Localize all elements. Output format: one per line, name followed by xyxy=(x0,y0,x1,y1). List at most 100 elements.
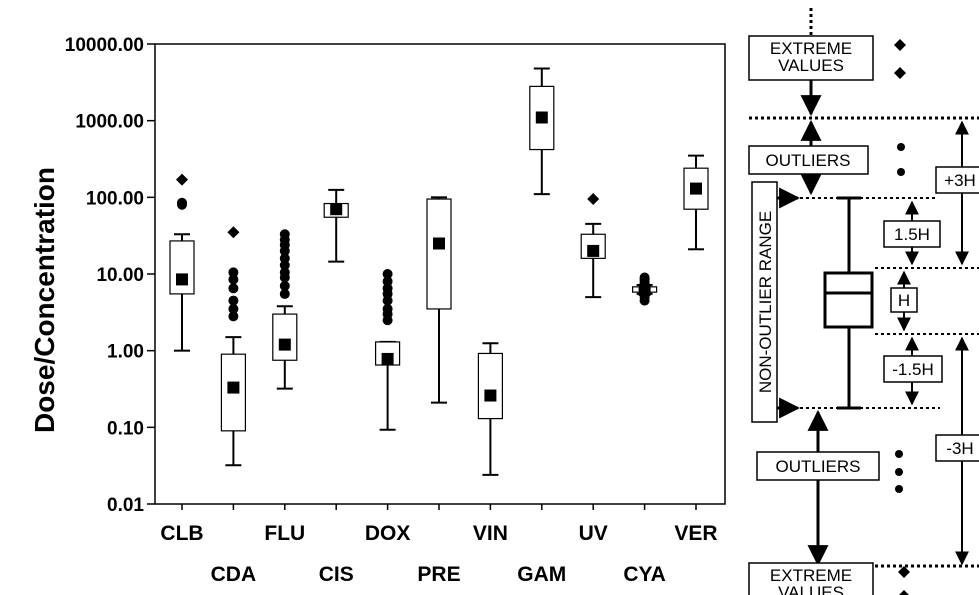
outlier-point xyxy=(228,295,239,306)
box-gam xyxy=(529,67,555,196)
box-ver xyxy=(683,154,709,251)
outlier-point xyxy=(382,269,393,279)
legend-minus-3h-label: -3H xyxy=(946,439,973,458)
box-cis xyxy=(323,188,349,263)
outlier-point xyxy=(228,311,239,322)
y-tick-label: 10.00 xyxy=(96,265,144,286)
y-axis-ticks: 0.01 0.10 1.00 10.00 100.00 1000.00 10000.00 xyxy=(65,35,155,516)
extreme-point xyxy=(227,226,240,239)
extreme-point xyxy=(587,193,600,206)
box-uv xyxy=(580,193,606,299)
dot-icon xyxy=(895,468,903,476)
outlier-point xyxy=(639,272,650,283)
outlier-point xyxy=(279,260,290,271)
outlier-point xyxy=(382,276,393,287)
diamond-icon xyxy=(898,566,910,578)
y-tick-label: 1.00 xyxy=(107,342,144,363)
median-marker xyxy=(587,244,600,257)
box-dox xyxy=(375,269,401,431)
outlier-point xyxy=(228,267,239,278)
legend-outliers-box-top xyxy=(748,145,869,175)
legend-extreme-values-box-bottom xyxy=(748,562,874,595)
box-cda xyxy=(220,226,246,467)
legend-non-outlier-range-label: NON-OUTLIER RANGE xyxy=(756,211,775,393)
outlier-point xyxy=(228,274,239,285)
x-tick-label: VER xyxy=(674,522,717,545)
legend-plus-3h-label: +3H xyxy=(944,171,976,190)
outlier-point xyxy=(177,197,187,208)
median-marker xyxy=(433,237,445,250)
box-series xyxy=(169,67,709,476)
median-marker xyxy=(227,381,240,394)
box-clb xyxy=(169,173,195,352)
legend-minus-1.5h-label: -1.5H xyxy=(892,360,934,379)
dot-icon xyxy=(895,485,903,493)
outlier-point xyxy=(228,283,239,294)
outlier-point xyxy=(279,253,290,264)
median-marker xyxy=(381,352,394,365)
legend-outliers-label-top: OUTLIERS xyxy=(765,151,850,170)
outlier-point xyxy=(228,303,239,314)
x-tick-label: CYA xyxy=(623,563,665,586)
outlier-point xyxy=(382,303,393,314)
legend-model-box xyxy=(823,271,874,329)
box-iqr xyxy=(169,240,195,295)
outlier-point xyxy=(279,280,290,291)
dot-icon xyxy=(895,450,903,458)
legend-minus-1.5h-box xyxy=(883,355,943,383)
box-pre xyxy=(426,196,452,404)
extreme-point xyxy=(176,173,188,186)
legend-1.5h-box xyxy=(883,220,941,248)
box-cya xyxy=(631,272,658,306)
outlier-point xyxy=(279,229,290,240)
outlier-point xyxy=(279,288,290,299)
diamond-icon xyxy=(894,39,906,51)
outlier-point xyxy=(279,267,290,278)
legend-extreme-values-label-bottom: EXTREME VALUES xyxy=(770,566,852,595)
dot-icon xyxy=(897,168,905,176)
y-tick-label: 10000.00 xyxy=(65,35,144,56)
x-tick-label: CDA xyxy=(211,563,257,586)
legend-outliers-label-bottom: OUTLIERS xyxy=(775,457,860,476)
x-tick-label: PRE xyxy=(417,563,460,586)
x-tick-label: VIN xyxy=(473,522,508,545)
x-tick-label: GAM xyxy=(517,563,566,586)
diamond-icon xyxy=(899,590,909,595)
x-axis-categories: CLB CDA FLU CIS DOX PRE VIN GAM UV CYA VER xyxy=(160,504,718,586)
legend-1.5h-label: 1.5H xyxy=(894,225,930,244)
box-iqr xyxy=(477,352,503,420)
y-tick-label: 100.00 xyxy=(86,188,144,209)
box-flu xyxy=(272,229,298,390)
y-axis-label: Dose/Concentration xyxy=(29,167,60,433)
median-marker xyxy=(484,389,497,402)
legend-minus-3h-box xyxy=(935,434,979,462)
legend-h-box xyxy=(890,287,918,313)
median-marker xyxy=(535,111,548,124)
outlier-point xyxy=(639,292,650,303)
median-marker xyxy=(278,338,291,351)
legend-plus-3h-box xyxy=(935,166,979,194)
legend-h-label: H xyxy=(898,291,910,310)
x-tick-label: CIS xyxy=(319,563,354,586)
y-tick-label: 1000.00 xyxy=(75,112,144,133)
median-marker xyxy=(176,273,188,286)
box-iqr xyxy=(683,167,709,210)
y-tick-label: 0.01 xyxy=(107,495,144,516)
x-tick-label: DOX xyxy=(365,522,411,545)
box-iqr xyxy=(272,313,298,361)
outlier-point xyxy=(382,283,393,294)
box-plot-legend: EXTREME VALUES OUTLIERS NON-OUTLIER RANGE xyxy=(748,8,979,595)
y-tick-label: 0.10 xyxy=(107,418,144,439)
median-marker xyxy=(330,203,343,216)
x-tick-label: CLB xyxy=(160,522,203,545)
box-iqr xyxy=(426,198,452,310)
box-vin xyxy=(477,342,503,476)
legend-non-outlier-range-box xyxy=(751,181,778,423)
diamond-icon xyxy=(894,67,906,79)
median-marker xyxy=(690,182,702,195)
dot-icon xyxy=(897,143,905,151)
legend-extreme-values-label-top: EXTREME VALUES xyxy=(770,39,852,75)
x-tick-label: UV xyxy=(579,522,608,545)
x-tick-label: FLU xyxy=(264,522,305,545)
